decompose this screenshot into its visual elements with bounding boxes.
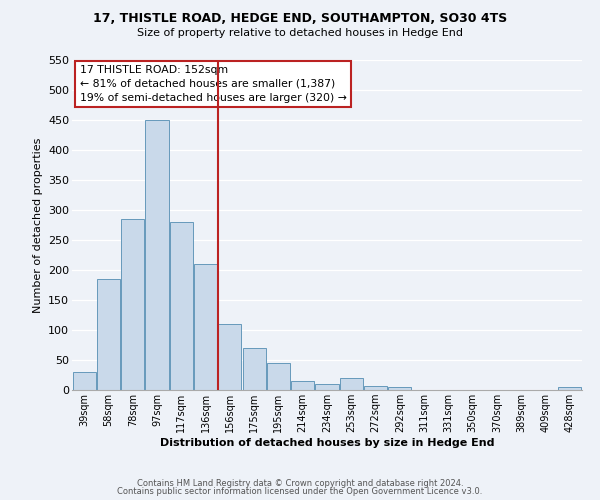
Bar [559,387,581,390]
Bar [194,264,217,390]
Bar [316,384,338,390]
Bar [291,381,314,390]
Bar [97,279,120,390]
Text: Contains HM Land Registry data © Crown copyright and database right 2024.: Contains HM Land Registry data © Crown c… [137,478,463,488]
Bar [170,222,193,390]
Bar [364,386,387,390]
Bar [145,120,169,390]
Bar [242,348,266,390]
Bar [73,372,95,390]
Text: 17, THISTLE ROAD, HEDGE END, SOUTHAMPTON, SO30 4TS: 17, THISTLE ROAD, HEDGE END, SOUTHAMPTON… [93,12,507,26]
Bar [267,363,290,390]
Text: Size of property relative to detached houses in Hedge End: Size of property relative to detached ho… [137,28,463,38]
Text: Contains public sector information licensed under the Open Government Licence v3: Contains public sector information licen… [118,487,482,496]
Bar [121,219,144,390]
Bar [218,324,241,390]
Bar [340,378,363,390]
Text: 17 THISTLE ROAD: 152sqm
← 81% of detached houses are smaller (1,387)
19% of semi: 17 THISTLE ROAD: 152sqm ← 81% of detache… [80,65,347,103]
Bar [388,387,412,390]
Y-axis label: Number of detached properties: Number of detached properties [32,138,43,312]
X-axis label: Distribution of detached houses by size in Hedge End: Distribution of detached houses by size … [160,438,494,448]
